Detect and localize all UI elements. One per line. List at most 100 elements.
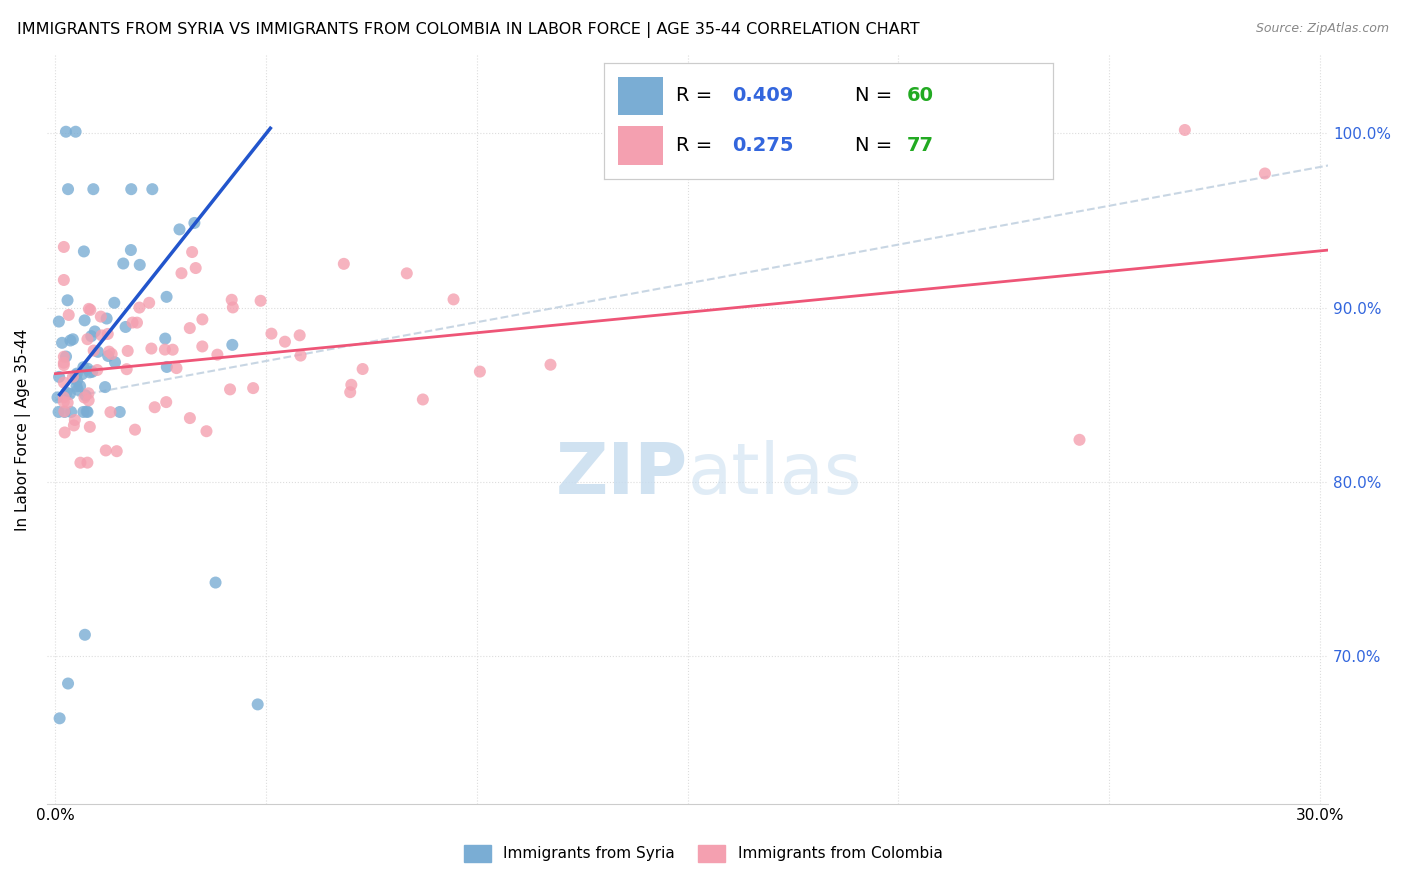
- Text: Source: ZipAtlas.com: Source: ZipAtlas.com: [1256, 22, 1389, 36]
- Point: [155, 290, 177, 304]
- Point: [90, 310, 112, 324]
- Point: [97, 349, 120, 363]
- Point: [52, 240, 75, 254]
- Point: [83, 325, 105, 339]
- Point: [443, 293, 465, 307]
- Point: [79, 302, 101, 317]
- Point: [179, 321, 201, 335]
- Point: [166, 361, 188, 376]
- Point: [90, 328, 112, 343]
- Point: [77, 393, 100, 408]
- Point: [121, 316, 143, 330]
- Point: [60, 405, 83, 419]
- Text: IMMIGRANTS FROM SYRIA VS IMMIGRANTS FROM COLOMBIA IN LABOR FORCE | AGE 35-44 COR: IMMIGRANTS FROM SYRIA VS IMMIGRANTS FROM…: [17, 22, 920, 38]
- Point: [62, 369, 84, 384]
- Point: [221, 338, 243, 352]
- Point: [204, 575, 226, 590]
- Point: [94, 443, 117, 458]
- Point: [104, 355, 127, 369]
- Point: [76, 456, 98, 470]
- Point: [62, 332, 84, 346]
- Point: [103, 295, 125, 310]
- Point: [468, 365, 491, 379]
- Point: [52, 394, 75, 409]
- Point: [128, 301, 150, 315]
- Point: [53, 425, 76, 440]
- Point: [76, 405, 98, 419]
- Point: [72, 360, 94, 375]
- Point: [82, 365, 104, 379]
- Point: [69, 456, 91, 470]
- Point: [77, 301, 100, 316]
- Point: [76, 332, 98, 346]
- Point: [55, 385, 77, 400]
- Point: [76, 361, 98, 376]
- Point: [540, 358, 562, 372]
- Point: [115, 362, 138, 376]
- Point: [117, 343, 139, 358]
- Point: [55, 350, 77, 364]
- Point: [169, 222, 191, 236]
- Point: [48, 405, 70, 419]
- Point: [70, 367, 93, 381]
- Point: [179, 411, 201, 425]
- Point: [221, 293, 243, 307]
- Point: [66, 374, 89, 388]
- Point: [75, 388, 97, 402]
- Point: [191, 312, 214, 326]
- Point: [69, 379, 91, 393]
- Point: [83, 343, 105, 358]
- Point: [290, 349, 312, 363]
- Point: [80, 329, 103, 343]
- Point: [46, 391, 69, 405]
- Point: [181, 245, 204, 260]
- Point: [73, 244, 96, 259]
- Point: [52, 350, 75, 364]
- Point: [73, 391, 96, 405]
- Point: [352, 362, 374, 376]
- Point: [65, 379, 87, 393]
- Point: [191, 339, 214, 353]
- Point: [59, 334, 82, 348]
- Point: [162, 343, 184, 357]
- Point: [56, 395, 79, 409]
- Point: [73, 313, 96, 327]
- Point: [260, 326, 283, 341]
- Point: [52, 358, 75, 372]
- Point: [219, 383, 242, 397]
- Point: [63, 413, 86, 427]
- Point: [246, 698, 269, 712]
- Legend: Immigrants from Syria, Immigrants from Colombia: Immigrants from Syria, Immigrants from C…: [457, 838, 949, 868]
- Point: [77, 386, 100, 401]
- Point: [56, 293, 79, 308]
- Point: [120, 243, 142, 257]
- Point: [58, 308, 80, 322]
- Point: [141, 342, 163, 356]
- Point: [82, 182, 104, 196]
- Point: [184, 260, 207, 275]
- Point: [66, 367, 89, 381]
- Point: [183, 216, 205, 230]
- Point: [195, 424, 218, 438]
- Point: [79, 365, 101, 379]
- Point: [56, 182, 79, 196]
- Point: [288, 328, 311, 343]
- Point: [120, 182, 142, 196]
- Point: [65, 125, 87, 139]
- Point: [100, 347, 122, 361]
- Point: [112, 256, 135, 270]
- Point: [242, 381, 264, 395]
- Point: [51, 335, 73, 350]
- Point: [412, 392, 434, 407]
- Point: [170, 266, 193, 280]
- Point: [65, 368, 87, 383]
- Point: [96, 311, 118, 326]
- Point: [56, 676, 79, 690]
- Point: [155, 332, 177, 346]
- Point: [97, 326, 120, 341]
- Point: [76, 404, 98, 418]
- Point: [59, 387, 82, 401]
- Point: [124, 423, 146, 437]
- Point: [141, 182, 163, 196]
- Y-axis label: In Labor Force | Age 35-44: In Labor Force | Age 35-44: [15, 328, 31, 531]
